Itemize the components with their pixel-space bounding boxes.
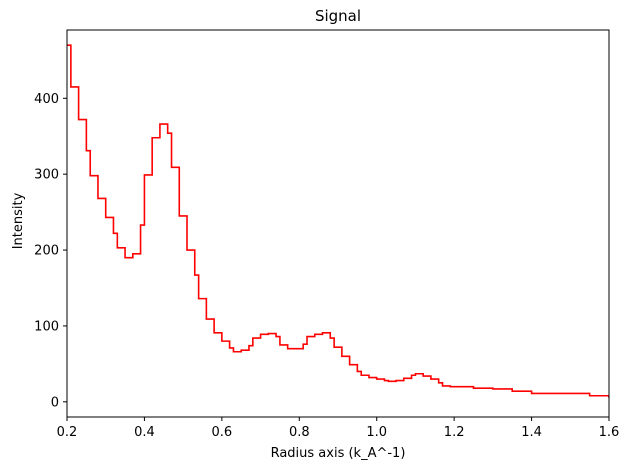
y-tick-label: 0 (51, 395, 59, 410)
x-axis-ticks: 0.2 0.4 0.6 0.8 1.0 1.2 1.4 1.6 (57, 417, 620, 440)
x-tick-label: 0.4 (134, 425, 155, 440)
plot-frame (66, 29, 610, 418)
y-tick-label: 400 (34, 92, 59, 107)
x-tick-label: 0.6 (212, 425, 233, 440)
x-tick-label: 1.6 (599, 425, 620, 440)
x-axis-label: Radius axis (k_A^-1) (271, 446, 406, 461)
y-tick-label: 300 (34, 168, 59, 183)
chart-title: Signal (315, 7, 361, 25)
x-tick-label: 0.2 (57, 425, 78, 440)
y-tick-label: 200 (34, 244, 59, 259)
y-tick-label: 100 (34, 319, 59, 334)
x-tick-label: 1.4 (521, 425, 542, 440)
y-axis-label: Intensity (11, 192, 26, 249)
x-tick-label: 1.2 (444, 425, 465, 440)
signal-series-line (67, 44, 609, 399)
y-axis-ticks: 0 100 200 300 400 (34, 92, 67, 410)
x-tick-label: 1.0 (366, 425, 387, 440)
plot-layer (67, 44, 609, 399)
x-tick-label: 0.8 (289, 425, 310, 440)
